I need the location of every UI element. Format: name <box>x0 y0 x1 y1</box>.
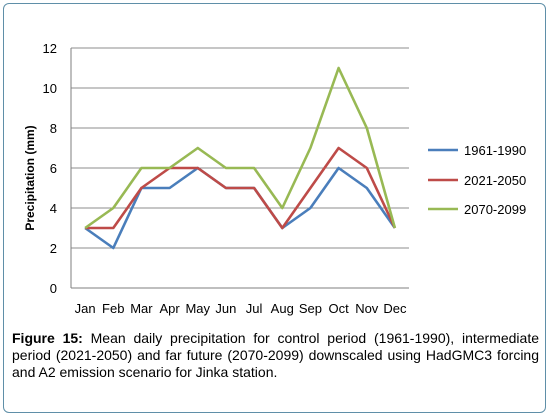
caption-label: Figure 15: <box>12 330 83 346</box>
x-tick-may: May <box>185 301 210 316</box>
gridlines <box>70 47 409 289</box>
legend: 1961-1990 2021-2050 2070-2099 <box>428 143 526 217</box>
x-tick-labels: Jan Feb Mar Apr May Jun Jul Aug Sep Oct Nov Dec <box>75 301 407 316</box>
legend-label-2021-2050: 2021-2050 <box>464 173 526 188</box>
legend-label-1961-1990: 1961-1990 <box>464 143 526 158</box>
y-tick-labels: 0 2 4 6 8 10 12 <box>43 41 57 296</box>
caption-text: Mean daily precipitation for control per… <box>12 330 540 380</box>
x-tick-mar: Mar <box>130 301 153 316</box>
series-line-2021-2050 <box>85 146 397 230</box>
y-tick-4: 4 <box>50 201 57 216</box>
series-line-2070-2099 <box>84 66 397 230</box>
x-tick-nov: Nov <box>355 301 379 316</box>
y-tick-6: 6 <box>50 161 57 176</box>
y-axis-title: Precipitation (mm) <box>23 125 37 230</box>
x-tick-feb: Feb <box>102 301 124 316</box>
x-tick-sep: Sep <box>299 301 322 316</box>
x-tick-aug: Aug <box>271 301 294 316</box>
line-chart: 0 2 4 6 8 10 12 Jan Feb Mar Apr May Jun Jul Aug Sep Oct… <box>23 41 526 316</box>
figure-caption: Figure 15: Mean daily precipitation for … <box>12 330 539 381</box>
series-lines <box>84 66 397 250</box>
y-tick-10: 10 <box>43 81 57 96</box>
figure-frame <box>3 3 546 413</box>
x-tick-apr: Apr <box>159 301 180 316</box>
y-tick-8: 8 <box>50 121 57 136</box>
x-tick-jul: Jul <box>246 301 263 316</box>
y-tick-2: 2 <box>50 241 57 256</box>
x-tick-oct: Oct <box>328 301 349 316</box>
y-tick-12: 12 <box>43 41 57 56</box>
x-tick-jun: Jun <box>215 301 236 316</box>
legend-label-2070-2099: 2070-2099 <box>464 202 526 217</box>
y-tick-0: 0 <box>50 281 57 296</box>
x-tick-dec: Dec <box>383 301 407 316</box>
x-tick-jan: Jan <box>75 301 96 316</box>
